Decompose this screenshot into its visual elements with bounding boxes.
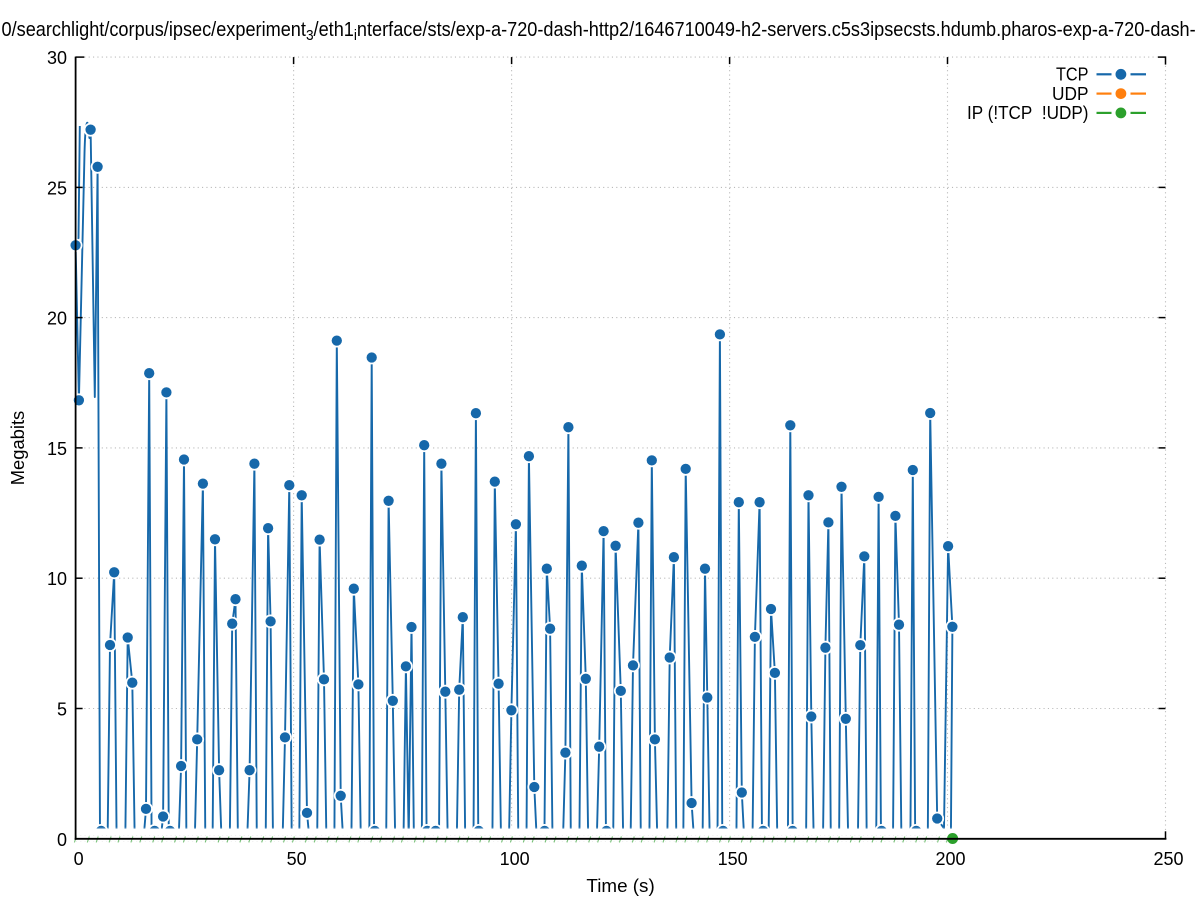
- svg-text:5: 5: [57, 700, 67, 720]
- svg-text:10: 10: [47, 569, 67, 589]
- svg-text:0: 0: [57, 830, 67, 850]
- svg-text:IP (!TCP !UDP): IP (!TCP !UDP): [967, 103, 1089, 123]
- svg-text:20: 20: [47, 309, 67, 329]
- svg-text:0/searchlight/corpus/ipsec/exp: 0/searchlight/corpus/ipsec/experiment3/e…: [2, 19, 1197, 44]
- svg-text:Megabits: Megabits: [8, 411, 28, 486]
- svg-text:Time (s): Time (s): [586, 876, 654, 896]
- svg-text:100: 100: [500, 849, 530, 869]
- svg-text:TCP: TCP: [1056, 65, 1089, 85]
- svg-text:15: 15: [47, 439, 67, 459]
- svg-text:0: 0: [74, 849, 84, 869]
- svg-text:150: 150: [718, 849, 748, 869]
- svg-text:50: 50: [287, 849, 307, 869]
- svg-text:30: 30: [47, 48, 67, 68]
- svg-text:200: 200: [935, 849, 965, 869]
- svg-text:UDP: UDP: [1052, 84, 1089, 104]
- svg-text:250: 250: [1153, 849, 1183, 869]
- svg-text:25: 25: [47, 178, 67, 198]
